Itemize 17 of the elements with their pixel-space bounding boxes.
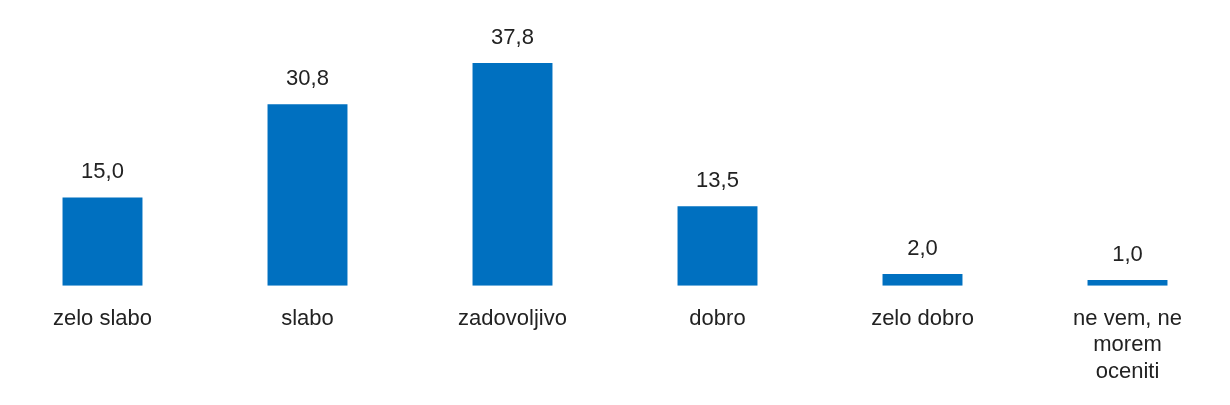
x-tick-label: zelo slabo: [52, 305, 153, 331]
data-label: 37,8: [491, 24, 534, 50]
bar: [677, 206, 758, 286]
x-tick-label: slabo: [281, 305, 334, 331]
x-tick-label: dobro: [689, 305, 746, 331]
x-tick-label: ne vem, ne morem oceniti: [1073, 305, 1182, 383]
bar: [62, 197, 143, 286]
bar: [882, 274, 963, 286]
data-label: 30,8: [286, 65, 329, 91]
bar: [472, 62, 553, 286]
data-label: 1,0: [1112, 240, 1143, 266]
data-label: 13,5: [696, 167, 739, 193]
bar: [267, 104, 348, 286]
data-label: 2,0: [907, 235, 938, 261]
x-tick-label: zelo dobro: [871, 305, 974, 331]
data-label: 15,0: [81, 158, 124, 184]
x-tick-label: zadovoljivo: [458, 305, 567, 331]
